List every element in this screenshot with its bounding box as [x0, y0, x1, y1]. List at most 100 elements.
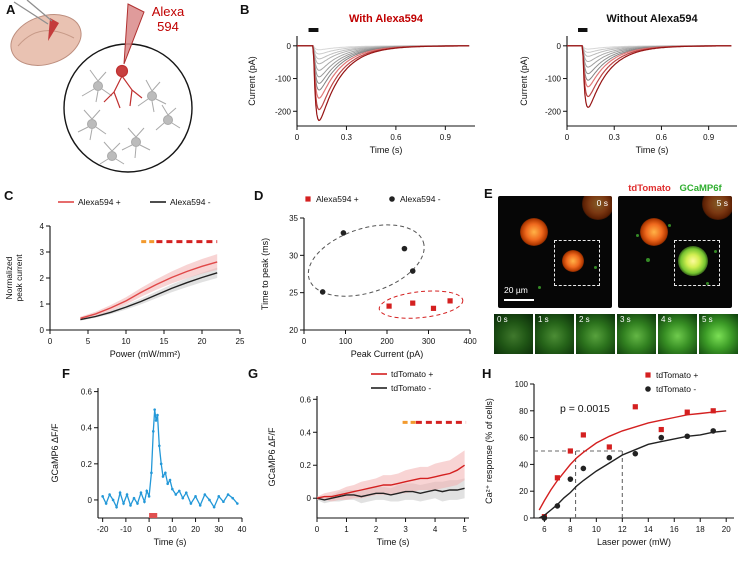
data-point — [658, 426, 664, 433]
trace-point — [151, 430, 155, 433]
alexa-label-line2: 594 — [157, 19, 179, 34]
trace-point — [168, 478, 172, 482]
trace-point — [161, 475, 165, 478]
data-point — [554, 475, 560, 481]
y-tick-label: 2 — [40, 274, 45, 283]
trace-point — [143, 500, 146, 504]
stimulus-bar — [578, 28, 588, 32]
trace-point — [145, 489, 149, 493]
y-axis-label: GCaMP6 ΔF/F — [267, 427, 277, 487]
scale-bar — [504, 298, 534, 301]
x-tick-label: 0 — [302, 337, 307, 346]
data-point — [447, 298, 453, 304]
mean-line — [80, 261, 218, 319]
x-tick-label: 8 — [568, 525, 573, 534]
data-point — [401, 245, 408, 252]
current-trace — [297, 45, 470, 111]
mean-line — [80, 272, 218, 321]
tdtomato-cell-dim — [702, 196, 732, 220]
legend-label: Alexa594 + — [316, 194, 359, 204]
x-tick-label: 25 — [236, 337, 245, 346]
y-tick-label: 0.6 — [300, 395, 312, 404]
x-tick-label: -20 — [97, 525, 109, 534]
tdtomato-channel-label: tdTomato — [628, 183, 671, 194]
y-axis-label: Time to peak (ms) — [260, 238, 270, 310]
y-tick-label: 0 — [40, 326, 45, 335]
y-tick-label: 30 — [289, 251, 298, 260]
x-tick-label: 10 — [122, 337, 131, 346]
x-tick-label: -10 — [120, 525, 132, 534]
y-tick-label: 20 — [289, 326, 298, 335]
frame-time-label: 0 s — [497, 315, 508, 324]
chart-title: Without Alexa594 — [606, 13, 698, 25]
x-tick-label: 0.6 — [656, 133, 668, 142]
gcamp-fluorescence — [576, 314, 615, 354]
x-tick-label: 6 — [542, 525, 547, 534]
trace-point — [164, 471, 167, 475]
tdtomato-cell — [640, 218, 668, 246]
gcamp-fluorescence — [617, 314, 656, 354]
brain-slice — [10, 14, 82, 66]
y-tick-label: -200 — [275, 107, 292, 116]
y-tick-label: 40 — [519, 460, 528, 469]
x-tick-label: 3 — [403, 525, 408, 534]
trace-point — [154, 419, 158, 422]
current-trace — [567, 45, 732, 108]
y-tick-label: 0 — [307, 494, 312, 503]
stimulus-bar — [308, 28, 319, 32]
tdtomato-cell-dim — [582, 196, 612, 220]
trace-point — [171, 487, 174, 491]
x-tick-label: 1 — [344, 525, 349, 534]
data-point — [645, 386, 651, 392]
y-tick-label: 100 — [515, 380, 529, 389]
gcamp-speckle — [594, 266, 597, 269]
x-tick-label: 15 — [160, 337, 169, 346]
data-point — [386, 303, 392, 309]
trace-point — [115, 505, 118, 509]
trace-point — [111, 498, 115, 502]
x-tick-label: 100 — [339, 337, 353, 346]
x-tick-label: 0 — [315, 525, 320, 534]
x-tick-label: 0.9 — [703, 133, 715, 142]
y-axis-label: Current (pA) — [247, 56, 257, 106]
data-point — [567, 448, 573, 454]
error-band — [80, 267, 218, 321]
trace-point — [129, 504, 132, 507]
x-tick-label: 0 — [48, 337, 53, 346]
data-point — [580, 465, 587, 472]
trace-point — [108, 493, 111, 496]
legend-label: tdTomato + — [656, 370, 698, 380]
scale-bar-label: 20 µm — [504, 285, 528, 295]
y-tick-label: 4 — [40, 222, 45, 231]
legend-label: tdTomato - — [656, 384, 696, 394]
current-trace — [297, 45, 470, 84]
x-axis-label: Power (mW/mm²) — [110, 349, 181, 359]
data-point — [319, 289, 326, 295]
trace-point — [104, 502, 108, 505]
zoom-circle — [63, 43, 193, 173]
x-tick-label: 12 — [618, 525, 627, 534]
x-tick-label: 30 — [214, 525, 223, 534]
trace-point — [226, 493, 230, 496]
data-point — [710, 428, 717, 434]
gcamp-channel-label: GCaMP6f — [679, 183, 722, 194]
data-point — [606, 444, 612, 450]
trace-point — [203, 493, 207, 496]
frame-time-label: 5 s — [702, 315, 713, 324]
data-point — [684, 409, 690, 415]
y-tick-label: 0 — [88, 496, 93, 505]
y-tick-label: 0.2 — [300, 461, 312, 470]
data-point — [554, 503, 561, 509]
y-tick-label: 0 — [287, 42, 292, 51]
trace-point — [166, 482, 169, 485]
trace-point — [231, 496, 235, 500]
panel-f-dff-trace: -20 -10 0 10 20 30 40 0 0.2 0.4 0.6 Time (s) GCaMP6 … — [50, 388, 247, 547]
trace-point — [177, 489, 181, 493]
chart-title: With Alexa594 — [349, 13, 424, 25]
gcamp-fluorescence — [535, 314, 574, 354]
trace-point — [198, 504, 202, 507]
x-tick-label: 300 — [422, 337, 436, 346]
cluster-ellipse — [307, 224, 425, 297]
timelapse-frame: 4 s — [658, 314, 697, 354]
